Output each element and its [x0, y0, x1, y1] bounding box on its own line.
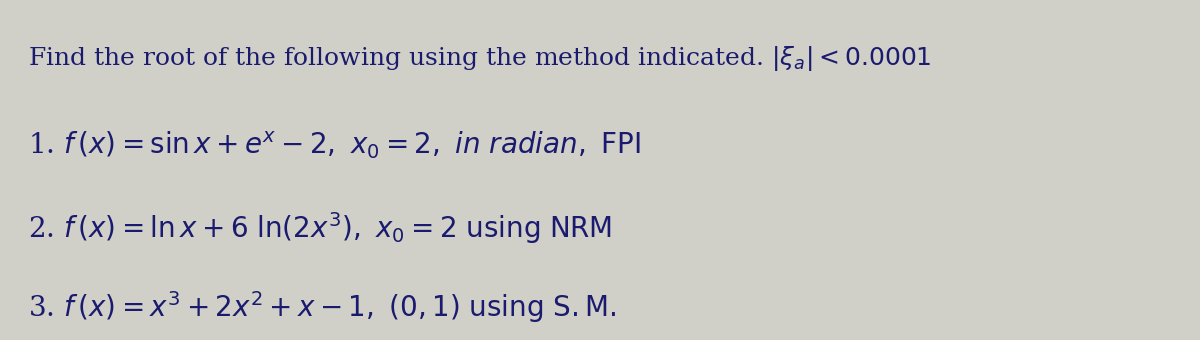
- Text: Find the root of the following using the method indicated. $|\xi_a| < 0.0001$: Find the root of the following using the…: [28, 44, 931, 73]
- Text: 3. $f\,(x) = x^3 + 2x^2 + x - 1,\ (0,1)\ \mathrm{using\ S.M.}$: 3. $f\,(x) = x^3 + 2x^2 + x - 1,\ (0,1)\…: [28, 289, 617, 325]
- Text: 2. $f\,(x) = \ln x + 6\ \ln(2x^3),\ x_0 = 2\ \mathrm{using\ NRM}$: 2. $f\,(x) = \ln x + 6\ \ln(2x^3),\ x_0 …: [28, 210, 612, 246]
- Text: 1. $f\,(x) = \sin x + e^x - 2,\ x_0 = 2,\ \mathit{in\ radian},\ \mathrm{FPI}$: 1. $f\,(x) = \sin x + e^x - 2,\ x_0 = 2,…: [28, 130, 641, 162]
